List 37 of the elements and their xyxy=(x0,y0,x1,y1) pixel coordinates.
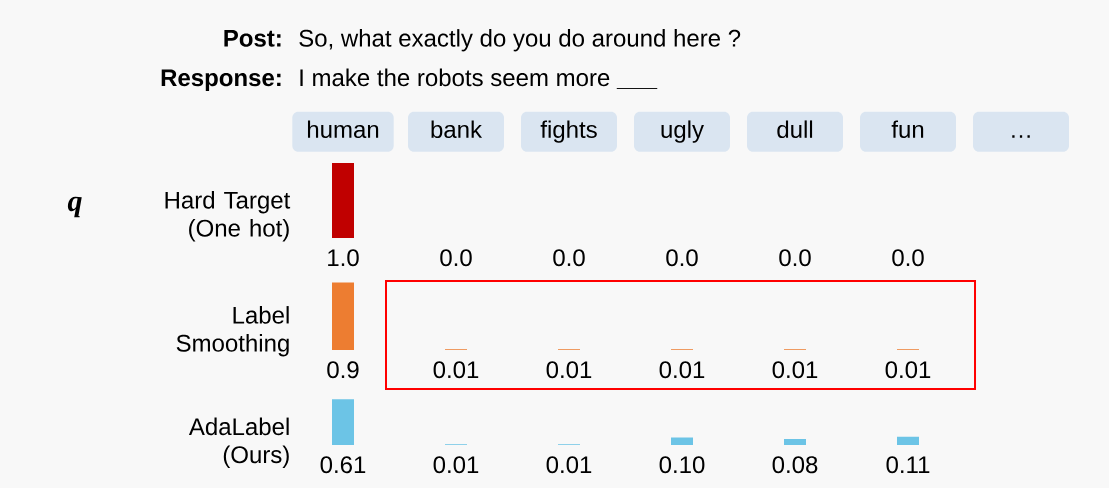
x-tick-label: human xyxy=(307,120,379,139)
text: q xyxy=(67,196,82,218)
x-tick-label: dull xyxy=(777,120,813,139)
x-tick-label: ugly xyxy=(661,120,704,143)
x-tick-label: … xyxy=(1012,135,1030,138)
data-label: 0.01 xyxy=(772,361,818,379)
data-label: 0.08 xyxy=(772,456,818,474)
data-label: 0.11 xyxy=(886,456,930,474)
data-label: 0.01 xyxy=(546,361,592,379)
text: Response: xyxy=(161,69,281,91)
data-label: 0.0 xyxy=(779,249,811,267)
data-label: 0.01 xyxy=(659,361,705,379)
data-label: 0.01 xyxy=(546,456,592,474)
data-label: 0.01 xyxy=(885,361,931,379)
data-label: 1.0 xyxy=(328,249,359,267)
x-tick-label: fights xyxy=(540,120,597,143)
text: So, what exactly do you do around here ? xyxy=(299,29,741,52)
data-label: 0.0 xyxy=(440,249,472,267)
data-label: 0.01 xyxy=(433,361,479,379)
y-axis-title: Hard Target (One hot) xyxy=(165,191,291,242)
x-tick-label: fun xyxy=(891,120,924,139)
text: I make the robots seem more ___ xyxy=(300,68,658,89)
text: Post: xyxy=(224,29,281,47)
data-label: 0.0 xyxy=(666,249,698,267)
data-label: 0.61 xyxy=(320,456,366,474)
data-label: 0.10 xyxy=(659,456,705,474)
x-tick-label: bank xyxy=(431,120,483,139)
y-axis-title: Label Smoothing xyxy=(176,306,289,357)
bar xyxy=(332,399,354,445)
y-axis-title: AdaLabel (Ours) xyxy=(188,417,289,468)
bar xyxy=(671,437,693,445)
bar xyxy=(897,436,920,445)
data-label: 0.01 xyxy=(433,456,479,474)
data-label: 0.0 xyxy=(892,249,924,267)
data-label: 0.9 xyxy=(327,361,359,379)
data-label: 0.0 xyxy=(553,249,585,267)
bar xyxy=(784,439,807,445)
